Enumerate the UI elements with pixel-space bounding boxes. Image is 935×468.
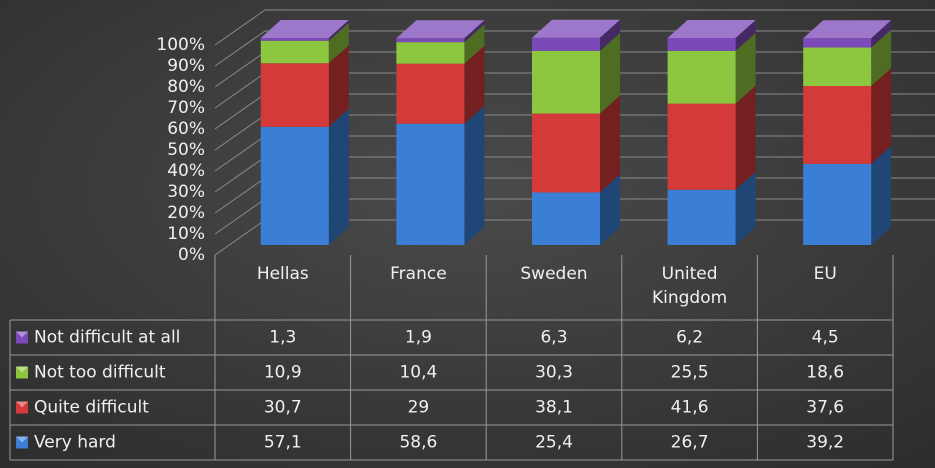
bar-top	[532, 19, 620, 38]
data-label: 58,6	[399, 433, 437, 453]
bar	[396, 123, 465, 245]
y-tick-label: 30%	[167, 182, 205, 202]
data-label: 6,2	[676, 328, 703, 348]
bar	[260, 126, 329, 245]
y-tick-label: 20%	[167, 203, 205, 223]
bar	[803, 47, 872, 87]
bar-side	[600, 19, 620, 51]
legend-key-shine	[16, 331, 28, 338]
y-tick-label: 0%	[178, 245, 205, 265]
data-label: 1,3	[269, 328, 296, 348]
data-label: 30,3	[535, 363, 573, 383]
x-tick-label: France	[390, 264, 447, 284]
bar-side	[600, 32, 620, 114]
y-tick-label: 50%	[167, 140, 205, 160]
bar-side	[871, 20, 892, 48]
data-label: 37,6	[806, 398, 844, 418]
bar	[667, 189, 736, 245]
data-label: 41,6	[671, 398, 709, 418]
x-tick-label-box: Hellas	[256, 264, 309, 284]
bar	[667, 50, 736, 104]
bar	[803, 163, 872, 245]
legend-label: Very hard	[34, 433, 116, 453]
y-tick-label: 100%	[156, 35, 205, 55]
bar-side	[328, 108, 349, 245]
bar-side	[464, 20, 485, 43]
x-tick-label-box: Sweden	[520, 264, 588, 284]
bar-side	[735, 32, 756, 104]
bar	[803, 38, 872, 48]
legend-key-shine	[16, 401, 28, 408]
data-label: 4,5	[812, 328, 839, 348]
bar-side	[328, 22, 349, 64]
data-label: 10,4	[399, 363, 437, 383]
bar-side	[735, 85, 756, 190]
bar-side	[871, 68, 892, 164]
bar	[396, 42, 465, 64]
y-tick-label: 70%	[167, 98, 205, 118]
bar-side	[871, 145, 892, 245]
data-label: 18,6	[806, 363, 844, 383]
bar	[396, 63, 465, 124]
data-label: 29	[408, 398, 430, 418]
x-tick-label-box: France	[390, 264, 447, 284]
data-label: 25,4	[535, 433, 573, 453]
y-tick-label: 10%	[167, 224, 205, 244]
data-label: 1,9	[405, 328, 432, 348]
bar	[532, 113, 600, 193]
bar-side	[871, 29, 892, 87]
data-label: 38,1	[535, 398, 573, 418]
y-tick-label: 90%	[167, 56, 205, 76]
data-label: 25,5	[671, 363, 709, 383]
bar-side	[600, 95, 620, 193]
y-tick-label: 60%	[167, 119, 205, 139]
x-tick-label-box: EU	[813, 264, 837, 284]
x-tick-label: EU	[813, 264, 837, 284]
data-label: 57,1	[264, 433, 302, 453]
data-label: 10,9	[264, 363, 302, 383]
bar	[532, 37, 600, 51]
bar-side	[328, 20, 349, 41]
bar-side	[735, 20, 756, 51]
bar	[667, 103, 736, 190]
bar	[260, 63, 329, 127]
bar	[803, 86, 872, 164]
legend-label: Quite difficult	[34, 398, 149, 418]
y-tick-label: 40%	[167, 161, 205, 181]
data-label: 6,3	[540, 328, 567, 348]
x-tick-label: Sweden	[520, 264, 588, 284]
legend-label: Not difficult at all	[34, 328, 180, 348]
bar	[667, 38, 736, 51]
y-tick-label: 80%	[167, 77, 205, 97]
legend-key-shine	[16, 436, 28, 443]
bar	[260, 38, 329, 41]
bar	[260, 40, 329, 64]
bar-side	[464, 105, 485, 245]
bar-side	[328, 45, 349, 127]
data-label: 39,2	[806, 433, 844, 453]
data-label: 26,7	[671, 433, 709, 453]
bar-side	[735, 171, 756, 245]
bar	[396, 38, 465, 43]
bar-top	[260, 20, 349, 38]
x-tick-label-box: United Kingdom	[651, 264, 728, 308]
legend-label: Not too difficult	[34, 363, 166, 383]
data-label: 30,7	[264, 398, 302, 418]
x-tick-label: United Kingdom	[651, 264, 728, 308]
bar-top	[803, 20, 892, 39]
bar	[532, 50, 600, 114]
x-tick-label: Hellas	[256, 264, 309, 284]
bar	[532, 192, 600, 245]
bar-top	[667, 20, 756, 38]
grid-line	[214, 9, 935, 46]
bar-side	[464, 45, 485, 124]
legend-key-shine	[16, 366, 28, 373]
bar-top	[396, 20, 485, 39]
bar-side	[464, 24, 485, 64]
bar-side	[600, 174, 620, 245]
